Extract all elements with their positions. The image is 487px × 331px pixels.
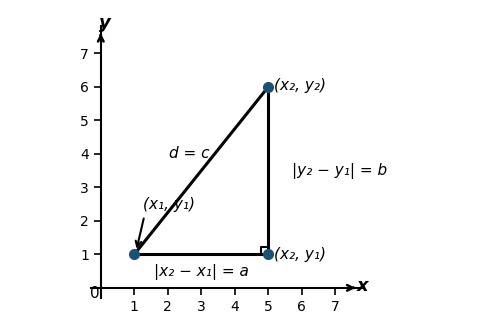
Text: |y₂ − y₁| = b: |y₂ − y₁| = b — [293, 163, 388, 178]
Text: (x₂, y₂): (x₂, y₂) — [274, 78, 326, 93]
Text: x: x — [357, 277, 369, 295]
Text: 0: 0 — [90, 286, 99, 302]
Text: (x₂, y₁): (x₂, y₁) — [274, 247, 326, 262]
Text: d = c: d = c — [169, 146, 210, 161]
Text: |x₂ − x₁| = a: |x₂ − x₁| = a — [154, 264, 249, 280]
Text: y: y — [99, 14, 111, 31]
Text: (x₁, y₁): (x₁, y₁) — [143, 197, 195, 212]
